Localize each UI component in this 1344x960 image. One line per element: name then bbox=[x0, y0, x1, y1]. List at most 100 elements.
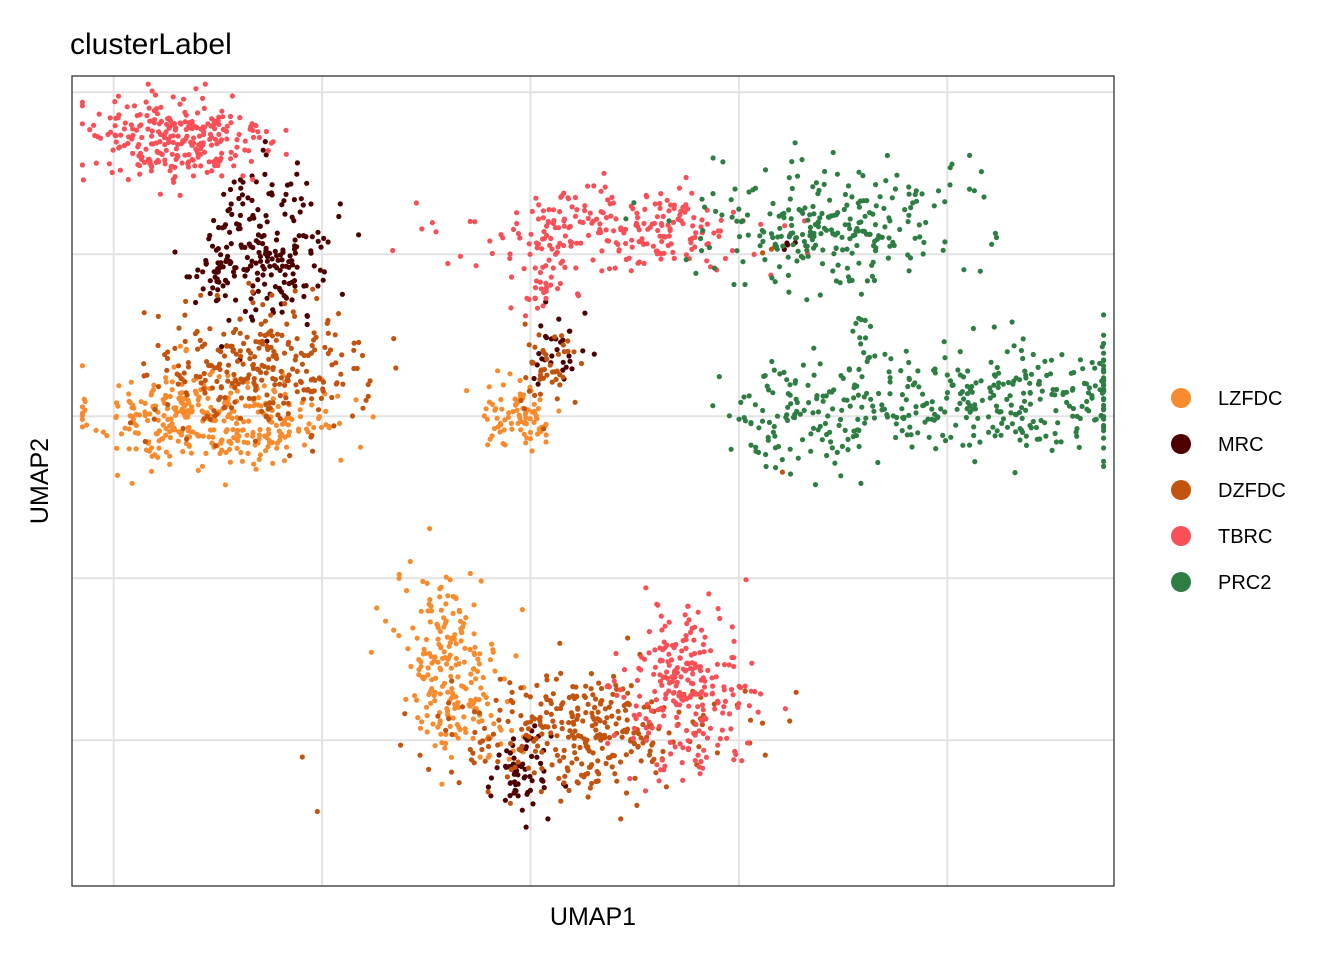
point-lzfdc bbox=[446, 643, 452, 650]
point-lzfdc bbox=[513, 401, 519, 407]
point-dzfdc bbox=[523, 375, 529, 381]
point-prc2 bbox=[780, 243, 786, 249]
point-prc2 bbox=[813, 242, 819, 248]
point-prc2 bbox=[947, 378, 954, 384]
point-tbrc bbox=[690, 671, 696, 677]
point-mrc bbox=[315, 238, 321, 244]
point-mrc bbox=[172, 249, 178, 255]
data-points bbox=[79, 81, 1107, 830]
point-dzfdc bbox=[486, 736, 492, 742]
point-lzfdc bbox=[497, 724, 503, 730]
point-lzfdc bbox=[442, 745, 448, 751]
point-tbrc bbox=[683, 645, 689, 652]
point-dzfdc bbox=[571, 721, 577, 727]
point-lzfdc bbox=[448, 754, 454, 760]
point-tbrc bbox=[656, 723, 663, 729]
point-tbrc bbox=[543, 285, 550, 291]
point-lzfdc bbox=[484, 701, 491, 707]
point-prc2 bbox=[908, 205, 914, 211]
point-dzfdc bbox=[572, 750, 578, 756]
point-dzfdc bbox=[613, 682, 619, 688]
point-mrc bbox=[238, 185, 244, 191]
point-tbrc bbox=[149, 88, 155, 94]
point-prc2 bbox=[734, 248, 740, 254]
point-dzfdc bbox=[613, 721, 619, 727]
point-prc2 bbox=[746, 393, 752, 399]
point-dzfdc bbox=[556, 775, 562, 782]
point-mrc bbox=[519, 807, 525, 813]
point-prc2 bbox=[989, 241, 995, 247]
point-tbrc bbox=[539, 246, 545, 252]
point-tbrc bbox=[667, 739, 673, 746]
point-lzfdc bbox=[447, 577, 453, 583]
point-tbrc bbox=[646, 719, 652, 725]
point-tbrc bbox=[685, 677, 691, 683]
point-mrc bbox=[280, 249, 286, 255]
point-tbrc bbox=[219, 150, 225, 156]
point-lzfdc bbox=[513, 653, 519, 659]
point-tbrc bbox=[93, 160, 99, 166]
point-dzfdc bbox=[253, 383, 259, 389]
point-dzfdc bbox=[554, 752, 561, 759]
point-lzfdc bbox=[500, 382, 506, 388]
point-mrc bbox=[274, 230, 280, 236]
point-prc2 bbox=[779, 457, 785, 463]
point-prc2 bbox=[1021, 398, 1028, 404]
point-prc2 bbox=[1017, 426, 1023, 432]
point-lzfdc bbox=[188, 450, 194, 456]
point-dzfdc bbox=[482, 758, 488, 764]
point-mrc bbox=[267, 263, 273, 269]
point-dzfdc bbox=[519, 726, 525, 732]
point-dzfdc bbox=[495, 759, 501, 765]
point-dzfdc bbox=[256, 345, 262, 351]
point-prc2 bbox=[815, 224, 822, 230]
point-dzfdc bbox=[309, 396, 315, 402]
point-prc2 bbox=[1027, 380, 1033, 386]
point-tbrc bbox=[218, 155, 224, 162]
point-prc2 bbox=[1030, 418, 1036, 425]
point-dzfdc bbox=[426, 766, 432, 773]
point-prc2 bbox=[800, 255, 806, 261]
point-tbrc bbox=[517, 235, 523, 241]
point-tbrc bbox=[677, 212, 683, 218]
point-tbrc bbox=[704, 735, 711, 741]
point-mrc bbox=[290, 271, 296, 277]
point-prc2 bbox=[815, 219, 821, 225]
point-tbrc bbox=[684, 621, 690, 627]
point-tbrc bbox=[574, 240, 580, 246]
point-mrc bbox=[339, 291, 345, 297]
point-tbrc bbox=[473, 263, 479, 269]
point-prc2 bbox=[1055, 420, 1061, 426]
point-prc2 bbox=[920, 391, 926, 397]
point-dzfdc bbox=[224, 343, 230, 349]
point-lzfdc bbox=[357, 444, 364, 450]
point-tbrc bbox=[736, 683, 742, 690]
point-lzfdc bbox=[455, 674, 461, 680]
point-tbrc bbox=[429, 220, 435, 226]
point-prc2 bbox=[785, 254, 791, 260]
point-dzfdc bbox=[631, 740, 637, 746]
point-dzfdc bbox=[331, 423, 337, 429]
point-prc2 bbox=[753, 448, 759, 454]
point-prc2 bbox=[933, 446, 939, 452]
point-dzfdc bbox=[402, 711, 408, 717]
point-prc2 bbox=[1052, 392, 1058, 398]
point-prc2 bbox=[1023, 442, 1030, 448]
point-lzfdc bbox=[451, 636, 457, 642]
point-prc2 bbox=[770, 200, 776, 207]
point-dzfdc bbox=[565, 768, 571, 774]
point-tbrc bbox=[246, 148, 252, 154]
point-mrc bbox=[569, 366, 575, 372]
point-dzfdc bbox=[508, 697, 514, 704]
point-dzfdc bbox=[182, 338, 188, 344]
point-mrc bbox=[262, 281, 268, 287]
point-lzfdc bbox=[161, 413, 167, 419]
point-dzfdc bbox=[548, 711, 554, 717]
point-tbrc bbox=[641, 656, 648, 662]
point-prc2 bbox=[1101, 363, 1107, 369]
point-prc2 bbox=[872, 353, 878, 359]
point-prc2 bbox=[886, 235, 892, 241]
point-dzfdc bbox=[787, 718, 793, 724]
point-tbrc bbox=[537, 269, 544, 276]
point-mrc bbox=[262, 139, 268, 145]
